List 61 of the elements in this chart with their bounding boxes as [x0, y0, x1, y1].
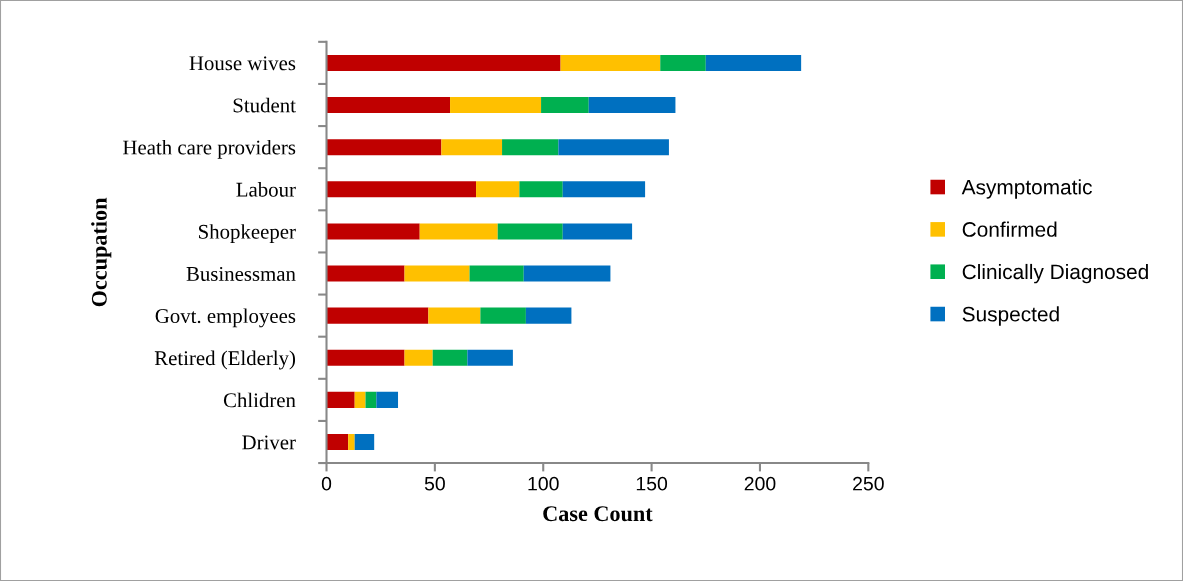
y-tick-label: Labour: [236, 182, 296, 197]
bar: [441, 139, 503, 156]
bar: [480, 307, 526, 324]
legend-label: Asymptomatic: [961, 179, 1092, 199]
bar: [354, 433, 375, 450]
bar: [541, 97, 589, 114]
y-tick-label: House wives: [189, 56, 296, 71]
y-axis-title: Occupation: [91, 197, 112, 307]
x-tick-label: 250: [853, 476, 884, 491]
bar: [562, 223, 633, 240]
bar: [467, 349, 513, 366]
bar: [365, 391, 377, 408]
bar: [326, 349, 405, 366]
bar: [562, 181, 646, 198]
bar: [523, 265, 611, 282]
x-axis-title: Case Count: [543, 506, 653, 522]
bar: [428, 307, 481, 324]
bar: [519, 181, 563, 198]
y-tick-label: Govt. employees: [155, 308, 296, 328]
bar: [660, 54, 706, 71]
y-tick-label: Driver: [242, 435, 296, 450]
bar: [326, 181, 477, 198]
x-tick-label: 200: [744, 476, 776, 491]
y-tick-label: Businessman: [186, 266, 296, 281]
bar: [525, 307, 572, 324]
bar: [497, 223, 563, 240]
y-tick-label: Chlidren: [223, 392, 296, 408]
legend-label: Confirmed: [962, 221, 1057, 237]
x-tick-label: 150: [636, 476, 668, 491]
legend-label: Suspected: [962, 306, 1059, 326]
bar: [419, 223, 498, 240]
bar: [502, 139, 559, 156]
bar: [404, 349, 433, 366]
bar: [469, 265, 524, 282]
legend-label: Clinically Diagnosed: [962, 263, 1148, 284]
bar: [326, 433, 349, 450]
bar: [432, 349, 468, 366]
y-tick-label: Student: [233, 97, 296, 113]
bar: [558, 139, 669, 156]
x-tick-label: 50: [424, 476, 445, 491]
bar: [326, 223, 420, 240]
bar: [705, 54, 802, 71]
x-tick-label: 0: [321, 476, 332, 491]
bar: [326, 265, 405, 282]
y-tick-label: Shopkeeper: [199, 224, 296, 244]
bar: [348, 433, 355, 450]
bar: [354, 391, 366, 408]
bar: [326, 307, 429, 324]
bar: [450, 97, 542, 114]
y-tick-label: Heath care providers: [123, 139, 296, 159]
bar: [326, 391, 355, 408]
bar: [588, 97, 676, 114]
bar: [404, 265, 470, 282]
bar: [326, 97, 451, 114]
x-tick-label: 100: [528, 476, 559, 491]
bar: [326, 54, 561, 71]
bar: [476, 181, 520, 198]
y-tick-label: Retired (Elderly): [154, 350, 296, 370]
bar: [376, 391, 399, 408]
bar: [326, 139, 442, 156]
bar: [560, 54, 661, 71]
